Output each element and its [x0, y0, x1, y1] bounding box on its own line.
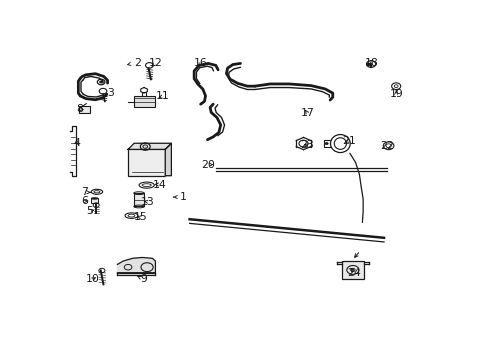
- Polygon shape: [128, 143, 172, 149]
- Text: 13: 13: [141, 197, 155, 207]
- Text: 2: 2: [127, 58, 141, 68]
- Text: 4: 4: [74, 138, 81, 148]
- Text: 10: 10: [85, 274, 99, 284]
- Text: 21: 21: [342, 136, 356, 146]
- Text: 16: 16: [194, 58, 208, 68]
- Text: 3: 3: [104, 88, 114, 98]
- Text: 19: 19: [390, 89, 403, 99]
- FancyBboxPatch shape: [134, 193, 145, 207]
- FancyBboxPatch shape: [134, 96, 155, 107]
- Text: 23: 23: [300, 140, 314, 150]
- Text: 8: 8: [76, 104, 83, 114]
- Text: 18: 18: [365, 58, 379, 68]
- Text: 12: 12: [148, 58, 162, 68]
- Circle shape: [325, 143, 328, 145]
- Circle shape: [99, 81, 102, 83]
- Text: 9: 9: [138, 274, 147, 284]
- Text: 5: 5: [86, 206, 94, 216]
- Text: 1: 1: [174, 192, 186, 202]
- Text: 11: 11: [156, 91, 170, 102]
- Text: 20: 20: [202, 159, 216, 170]
- Text: 24: 24: [347, 268, 361, 278]
- FancyBboxPatch shape: [342, 261, 364, 279]
- Text: 15: 15: [133, 212, 147, 222]
- Text: 14: 14: [152, 180, 166, 190]
- Text: 17: 17: [300, 108, 314, 118]
- FancyBboxPatch shape: [79, 106, 90, 113]
- Text: 22: 22: [380, 141, 394, 151]
- FancyBboxPatch shape: [91, 198, 98, 203]
- Text: 7: 7: [80, 187, 90, 197]
- Polygon shape: [165, 143, 172, 176]
- FancyBboxPatch shape: [128, 149, 165, 176]
- Text: 6: 6: [82, 196, 89, 206]
- Polygon shape: [118, 257, 155, 273]
